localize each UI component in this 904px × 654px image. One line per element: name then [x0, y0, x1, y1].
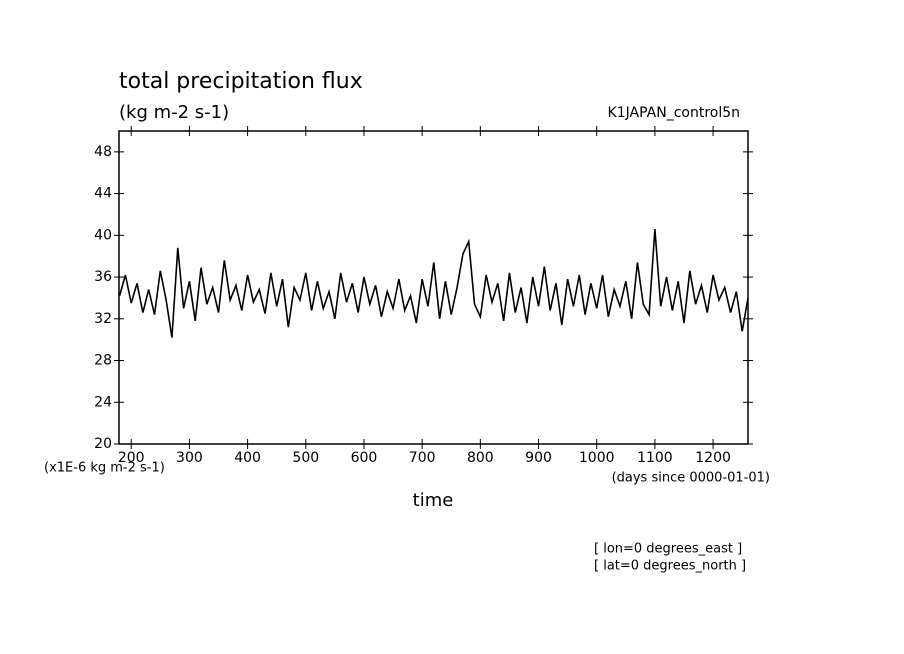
chart-subtitle: (kg m-2 s-1) [119, 102, 229, 123]
x-axis-label: time [413, 490, 454, 511]
x-tick-label: 800 [467, 450, 494, 466]
y-tick-label: 48 [94, 144, 112, 160]
y-tick-label: 44 [94, 186, 112, 202]
x-units: (days since 0000-01-01) [612, 471, 770, 486]
x-tick-label: 400 [234, 450, 261, 466]
y-tick-label: 28 [94, 353, 112, 369]
plot-frame [118, 130, 749, 445]
dataset-label: K1JAPAN_control5n [608, 105, 740, 121]
data-line [118, 229, 749, 338]
x-tick-label: 900 [525, 450, 552, 466]
x-tick-label: 1200 [695, 450, 731, 466]
y-tick-label: 40 [94, 227, 112, 243]
x-tick-label: 700 [409, 450, 436, 466]
x-tick-label: 200 [118, 450, 145, 466]
x-tick-label: 300 [176, 450, 203, 466]
chart-title: total precipitation flux [119, 69, 363, 94]
x-tick-label: 1000 [579, 450, 615, 466]
y-units: (x1E-6 kg m-2 s-1) [44, 461, 165, 476]
x-tick-label: 600 [351, 450, 378, 466]
y-tick-label: 36 [94, 269, 112, 285]
y-tick-label: 20 [94, 436, 112, 452]
x-tick-label: 1100 [637, 450, 673, 466]
annotation: [ lon=0 degrees_east ] [594, 542, 742, 557]
annotation: [ lat=0 degrees_north ] [594, 559, 746, 574]
y-tick-label: 32 [94, 311, 112, 327]
y-tick-label: 24 [94, 394, 112, 410]
x-tick-label: 500 [292, 450, 319, 466]
